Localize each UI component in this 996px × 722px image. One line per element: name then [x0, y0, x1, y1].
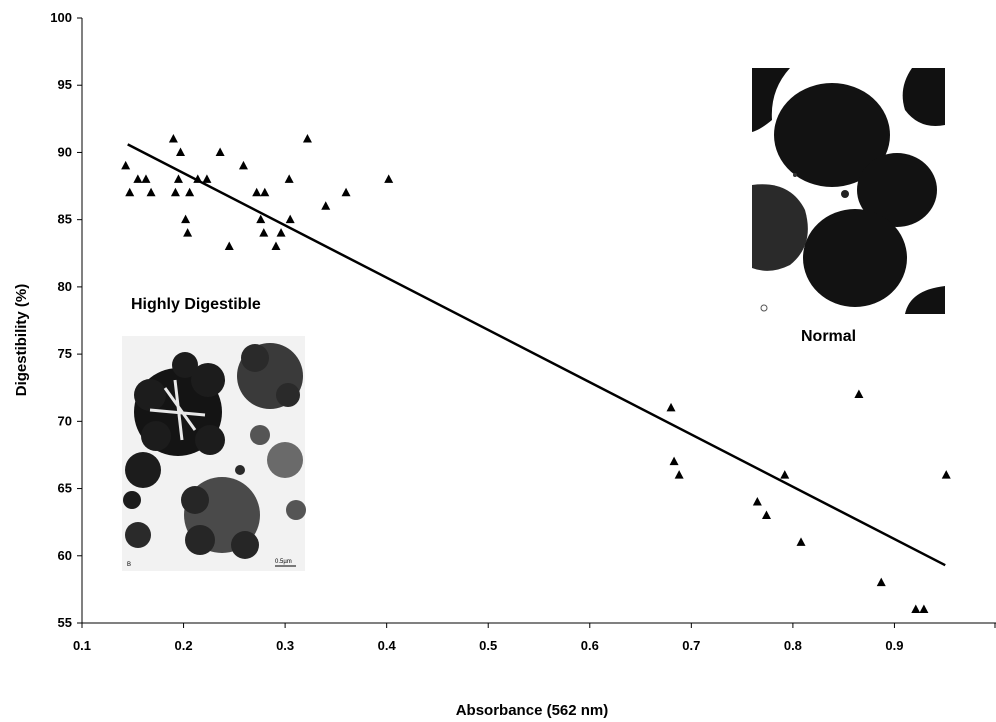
y-tick-label: 80 — [58, 279, 72, 294]
data-point-triangle — [224, 241, 234, 251]
data-point-triangle — [321, 201, 331, 210]
data-points — [121, 134, 951, 614]
data-point-triangle — [752, 497, 762, 506]
y-axis-title: Digestibility (%) — [13, 284, 30, 397]
x-tick-label: 0.2 — [175, 638, 193, 653]
data-point-triangle — [146, 187, 156, 197]
data-point-triangle — [876, 577, 886, 587]
data-point-triangle — [260, 187, 270, 197]
x-tick-label: 0.8 — [784, 638, 802, 653]
data-point-triangle — [669, 456, 679, 466]
data-point-triangle — [256, 214, 266, 224]
x-tick-label: 0.9 — [885, 638, 903, 653]
data-point-triangle — [302, 134, 312, 143]
y-tick-label: 65 — [58, 481, 72, 496]
trendline — [127, 143, 946, 567]
data-point-triangle — [121, 160, 131, 170]
data-point-triangle — [911, 604, 921, 614]
inset-corner-label: B — [127, 562, 131, 568]
data-point-triangle — [674, 470, 684, 479]
data-point-triangle — [276, 228, 286, 237]
annotation-highly-digestible: Highly Digestible — [131, 296, 261, 313]
x-tick-label: 0.1 — [73, 638, 91, 653]
y-tick-label: 55 — [58, 615, 72, 630]
data-point-triangle — [173, 174, 183, 183]
data-point-triangle — [271, 241, 281, 251]
x-tick-label: 0.4 — [378, 638, 397, 653]
scale-bar-label: 0.5µm — [275, 559, 292, 565]
data-point-triangle — [176, 147, 186, 156]
data-point-triangle — [202, 174, 212, 183]
x-axis-title: Absorbance (562 nm) — [456, 702, 609, 719]
data-point-triangle — [181, 214, 191, 224]
data-point-triangle — [252, 187, 262, 197]
data-point-triangle — [238, 160, 248, 170]
x-ticks: 0.1 0.2 0.3 0.4 0.5 0.6 0.7 0.8 0.9 — [73, 623, 996, 653]
data-point-triangle — [919, 604, 929, 614]
data-point-triangle — [761, 510, 771, 519]
data-point-triangle — [341, 187, 351, 197]
y-tick-label: 75 — [58, 346, 72, 361]
y-tick-label: 70 — [58, 413, 72, 428]
data-point-triangle — [133, 174, 143, 183]
data-point-triangle — [666, 402, 676, 412]
data-point-triangle — [780, 470, 790, 479]
data-point-triangle — [125, 187, 135, 197]
data-point-triangle — [215, 147, 225, 156]
x-tick-label: 0.6 — [581, 638, 599, 653]
y-tick-label: 60 — [58, 548, 72, 563]
highly-digestible-micrograph: B 0.5µm — [122, 336, 306, 571]
data-point-triangle — [168, 134, 178, 143]
data-point-triangle — [183, 228, 193, 237]
x-tick-label: 0.7 — [682, 638, 700, 653]
data-point-triangle — [185, 187, 195, 197]
data-point-triangle — [796, 537, 806, 546]
y-ticks: 55 60 65 70 75 80 85 90 95 100 — [50, 10, 82, 630]
y-tick-label: 100 — [50, 10, 72, 25]
data-point-triangle — [285, 214, 295, 224]
data-point-triangle — [384, 174, 394, 183]
y-tick-label: 90 — [58, 144, 72, 159]
x-tick-label: 0.5 — [479, 638, 497, 653]
normal-micrograph — [752, 68, 945, 314]
x-tick-label: 0.3 — [276, 638, 294, 653]
axes — [81, 18, 996, 624]
data-point-triangle — [141, 174, 151, 183]
trendline-group — [127, 143, 946, 567]
annotation-normal: Normal — [801, 328, 856, 345]
y-tick-label: 85 — [58, 212, 72, 227]
data-point-triangle — [170, 187, 180, 197]
data-point-triangle — [854, 389, 864, 398]
data-point-triangle — [941, 470, 951, 479]
y-tick-label: 95 — [58, 77, 72, 92]
data-point-triangle — [284, 174, 294, 183]
data-point-triangle — [259, 228, 269, 237]
